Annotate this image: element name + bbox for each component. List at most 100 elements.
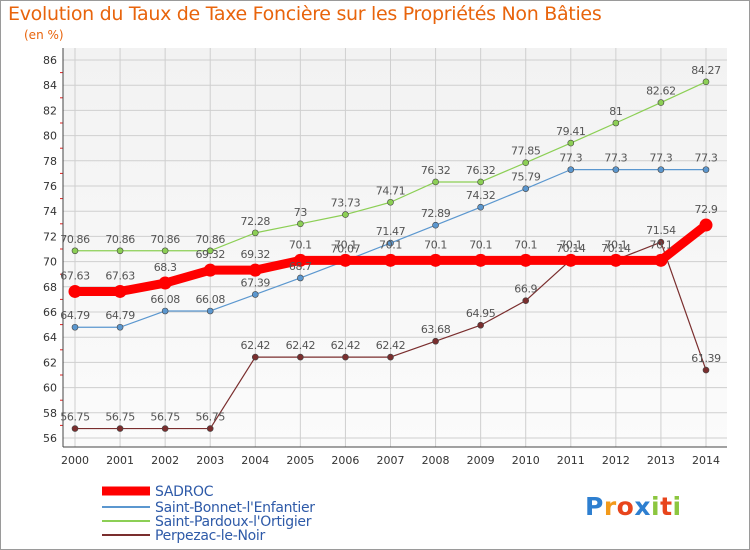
data-point xyxy=(297,220,304,228)
data-point xyxy=(71,425,79,432)
data-label: 77.3 xyxy=(695,152,718,165)
data-point xyxy=(293,253,307,267)
data-label: 73.73 xyxy=(331,197,361,210)
data-point xyxy=(522,159,530,166)
data-point xyxy=(387,239,394,247)
data-point xyxy=(387,198,394,206)
data-point xyxy=(612,166,620,173)
x-tick-label: 2014 xyxy=(692,454,720,467)
data-label: 64.79 xyxy=(60,309,90,322)
data-point xyxy=(116,323,124,331)
data-label: 70.1 xyxy=(604,238,627,251)
data-point xyxy=(657,238,665,246)
data-point xyxy=(474,253,488,267)
x-tick-label: 2002 xyxy=(151,454,179,467)
data-point xyxy=(206,307,214,315)
data-point xyxy=(342,353,349,361)
x-tick-label: 2004 xyxy=(241,454,269,467)
data-label: 77.3 xyxy=(559,152,582,165)
data-point xyxy=(161,425,169,432)
x-tick-label: 2011 xyxy=(557,454,585,467)
data-label: 62.42 xyxy=(331,339,361,352)
data-point xyxy=(113,284,127,298)
data-label: 67.63 xyxy=(105,269,135,282)
legend-label: Perpezac-le-Noir xyxy=(155,528,265,544)
data-point xyxy=(387,353,394,361)
data-label: 70.86 xyxy=(60,233,90,246)
data-point xyxy=(248,263,262,277)
data-point xyxy=(71,247,79,255)
y-tick-label: 58 xyxy=(43,407,57,420)
data-point xyxy=(116,425,124,432)
data-label: 67.39 xyxy=(241,276,271,289)
logo-letter: P xyxy=(585,492,604,521)
data-label: 71.54 xyxy=(646,224,676,237)
data-point xyxy=(251,229,259,237)
data-label: 70.1 xyxy=(559,238,582,251)
data-label: 70.1 xyxy=(334,238,357,251)
data-label: 84.27 xyxy=(691,64,721,77)
data-label: 56.75 xyxy=(105,411,135,424)
data-point xyxy=(702,78,710,86)
data-label: 70.1 xyxy=(514,238,537,251)
data-label: 68.3 xyxy=(154,261,177,274)
data-label: 56.75 xyxy=(60,411,90,424)
data-point xyxy=(522,185,530,192)
data-label: 70.1 xyxy=(289,238,312,251)
data-label: 56.75 xyxy=(195,411,225,424)
data-label: 70.1 xyxy=(424,238,447,251)
logo-letter: x xyxy=(634,492,651,521)
y-tick-label: 86 xyxy=(43,54,57,67)
legend-label: SADROC xyxy=(155,484,214,500)
logo-letter: i xyxy=(651,492,661,521)
data-label: 76.32 xyxy=(466,164,496,177)
data-label: 70.1 xyxy=(379,238,402,251)
data-point xyxy=(564,253,578,267)
data-label: 56.75 xyxy=(150,411,180,424)
data-point xyxy=(477,321,484,329)
data-label: 72.89 xyxy=(421,207,451,220)
data-label: 70.86 xyxy=(105,233,135,246)
data-point xyxy=(206,247,214,255)
data-label: 70.1 xyxy=(649,238,672,251)
y-tick-label: 84 xyxy=(43,79,57,92)
data-point xyxy=(158,276,172,290)
logo-letter: o xyxy=(616,492,635,521)
legend-label: Saint-Pardoux-l'Ortigier xyxy=(155,514,312,530)
data-label: 77.3 xyxy=(604,152,627,165)
data-point xyxy=(342,211,349,218)
data-label: 66.9 xyxy=(514,283,537,296)
data-point xyxy=(519,253,533,267)
y-tick-label: 82 xyxy=(43,104,57,117)
data-label: 76.32 xyxy=(421,164,451,177)
data-point xyxy=(477,178,484,186)
data-label: 62.42 xyxy=(286,339,316,352)
y-tick-label: 62 xyxy=(43,356,57,369)
x-tick-label: 2008 xyxy=(422,454,450,467)
data-point xyxy=(477,203,484,211)
data-label: 66.08 xyxy=(195,293,225,306)
data-label: 61.39 xyxy=(691,352,721,365)
data-label: 72.28 xyxy=(241,215,271,228)
data-point xyxy=(612,119,620,127)
y-tick-label: 64 xyxy=(43,331,57,344)
data-point xyxy=(429,253,443,267)
data-label: 74.32 xyxy=(466,189,496,202)
y-tick-label: 72 xyxy=(43,230,57,243)
x-tick-label: 2012 xyxy=(602,454,630,467)
data-label: 62.42 xyxy=(376,339,406,352)
y-tick-label: 76 xyxy=(43,180,57,193)
data-point xyxy=(161,247,169,255)
data-point xyxy=(68,284,82,298)
y-tick-label: 60 xyxy=(43,382,57,395)
data-point xyxy=(702,166,710,173)
data-point xyxy=(384,253,397,267)
data-label: 79.41 xyxy=(556,125,586,138)
data-label: 77.3 xyxy=(649,152,672,165)
y-tick-label: 66 xyxy=(43,306,57,319)
data-point xyxy=(567,139,575,147)
data-label: 64.95 xyxy=(466,307,496,320)
data-point xyxy=(609,253,623,267)
data-label: 71.47 xyxy=(376,225,406,238)
